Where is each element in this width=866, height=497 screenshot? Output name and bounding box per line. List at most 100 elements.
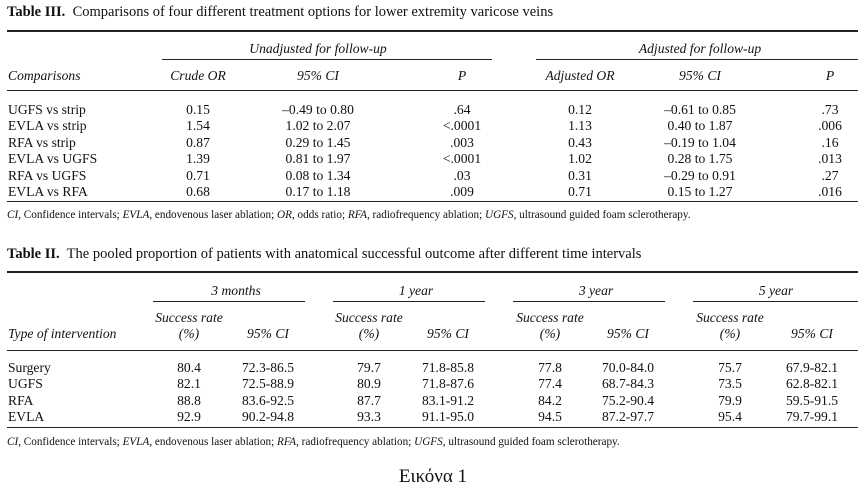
table3-cell: 0.17 to 1.18: [285, 184, 351, 199]
table2-cell-ci: 79.7-99.1: [785, 408, 839, 424]
table2-bottom-rule: [7, 427, 858, 428]
table3-header-2: 95% CI: [297, 68, 339, 83]
table2-subheader-ci: 95% CI: [427, 326, 469, 341]
table2-cell-ci: 70.0-84.0: [601, 360, 655, 375]
table2-cell-success: 77.4: [538, 376, 562, 392]
table2-top-rule: [7, 271, 858, 273]
table3-cell: 0.12: [568, 102, 592, 117]
table2-cell-success: 82.1: [177, 376, 201, 392]
table3-cell: <.0001: [442, 118, 482, 134]
table3.footnote-abbr: RFA: [347, 209, 367, 221]
table2-group-2: 3 year: [578, 283, 614, 298]
table3-cell: 0.43: [568, 134, 592, 150]
table3-caption-text: Comparisons of four different treatment …: [72, 4, 554, 20]
table3-group-unadjusted: Unadjusted for follow-up: [249, 41, 387, 56]
table2-subheader-success-unit: (%): [539, 326, 561, 341]
table2-cell-success: 77.8: [538, 360, 562, 375]
table3-cell: .27: [821, 167, 839, 183]
table2-group-rule: [333, 301, 485, 302]
table2-cell-success: 79.7: [357, 360, 381, 375]
table2-caption-text: The pooled proportion of patients with a…: [66, 246, 642, 262]
table2-subheader-success: Success rate: [696, 310, 764, 325]
table3-cell: RFA vs UGFS: [8, 167, 87, 183]
table2-group-3: 5 year: [758, 283, 794, 298]
table3.footnote-def: , Confidence intervals;: [18, 209, 123, 221]
table2.footnote-def: , ultrasound guided foam sclerotherapy.: [442, 436, 620, 448]
table2-group-rule: [513, 301, 665, 302]
table2-caption: Table II. The pooled proportion of patie…: [7, 246, 641, 263]
table2-cell-success: 75.7: [718, 360, 742, 375]
table2-subheader-ci: 95% CI: [791, 326, 833, 341]
table2-cell-success: 92.9: [177, 408, 201, 424]
table3-cell: 1.02: [568, 151, 592, 167]
table2-header-rule: [7, 350, 858, 351]
table3-cell: .73: [821, 102, 839, 117]
figure-caption: Εικόνα 1: [398, 466, 468, 487]
table2-cell-ci: 67.9-82.1: [785, 360, 839, 375]
table3-header-4: Adjusted OR: [545, 68, 615, 83]
table3-bottom-rule: [7, 201, 858, 202]
table3-cell: 1.13: [568, 118, 592, 134]
table2.footnote-def: , Confidence intervals;: [18, 436, 123, 448]
table3-cell: UGFS vs strip: [8, 102, 86, 117]
table2.footnote-abbr: EVLA: [122, 436, 150, 448]
table3-cell: 1.02 to 2.07: [285, 118, 351, 134]
table3.footnote-abbr: UGFS: [484, 209, 514, 221]
table3-footnote: CI, Confidence intervals; EVLA, endoveno…: [7, 209, 691, 221]
table2-cell-ci: 90.2-94.8: [241, 408, 295, 424]
table3-cell: 0.68: [186, 184, 210, 199]
table3-cell: 0.29 to 1.45: [285, 134, 351, 150]
table2-cell-ci: 59.5-91.5: [785, 392, 839, 408]
table2-subheader-ci: 95% CI: [247, 326, 289, 341]
table3-cell: 0.15: [186, 102, 210, 117]
table2-header-intervention: Type of intervention: [8, 326, 117, 341]
table2-cell-ci: 87.2-97.7: [601, 408, 655, 424]
table2-cell-ci: 75.2-90.4: [601, 392, 655, 408]
table2-subheader-success: Success rate: [335, 310, 403, 325]
table2-cell-ci: 71.8-85.8: [421, 360, 475, 375]
table3-caption: Table III. Comparisons of four different…: [7, 4, 553, 21]
table2-cell-intervention: RFA: [8, 392, 34, 408]
table2-subheader-success-unit: (%): [178, 326, 200, 341]
table3-group-adjusted: Adjusted for follow-up: [638, 41, 762, 56]
table3.footnote-abbr: CI: [7, 209, 19, 221]
table2.footnote-def: , endovenous laser ablation;: [149, 436, 278, 448]
table3-cell: .64: [453, 102, 471, 117]
table2-subheader-success-unit: (%): [719, 326, 741, 341]
table2-cell-ci: 72.5-88.9: [241, 376, 295, 392]
table2-group-rule: [153, 301, 305, 302]
table3-header-5: 95% CI: [679, 68, 721, 83]
table3-header-0: Comparisons: [8, 68, 81, 83]
table3-cell: .006: [818, 118, 842, 134]
table2-cell-success: 73.5: [718, 376, 742, 392]
table3-header-6: P: [825, 68, 835, 83]
table2-cell-ci: 83.6-92.5: [241, 392, 295, 408]
table3-cell: –0.19 to 1.04: [664, 134, 736, 150]
table2.footnote-abbr: RFA: [277, 436, 297, 448]
table2-cell-intervention: EVLA: [8, 408, 45, 424]
table3.footnote-def: , radiofrequency ablation;: [366, 209, 485, 221]
table3-cell: 0.71: [568, 184, 592, 199]
table2-cell-success: 80.9: [357, 376, 381, 392]
table2-cell-success: 79.9: [718, 392, 742, 408]
table2-cell-intervention: Surgery: [8, 360, 51, 375]
table3-cell: .03: [453, 167, 471, 183]
table3-group-rule-unadjusted: [162, 59, 492, 60]
table2-cell-success: 80.4: [177, 360, 201, 375]
table2-footnote: CI, Confidence intervals; EVLA, endoveno…: [7, 436, 620, 448]
table3.footnote-abbr: EVLA: [122, 209, 150, 221]
table2-cell-success: 87.7: [357, 392, 381, 408]
table2-caption-label: Table II.: [7, 246, 60, 262]
table3-cell: 0.28 to 1.75: [667, 151, 733, 167]
table3-cell: EVLA vs UGFS: [8, 151, 98, 167]
table2-cell-success: 93.3: [357, 408, 381, 424]
table3-cell: 0.08 to 1.34: [285, 167, 351, 183]
table2-cell-ci: 83.1-91.2: [421, 392, 475, 408]
table2-cell-ci: 71.8-87.6: [421, 376, 475, 392]
table3.footnote-def: , ultrasound guided foam sclerotherapy.: [513, 209, 691, 221]
table3-cell: 0.40 to 1.87: [667, 118, 733, 134]
table3-cell: EVLA vs RFA: [8, 184, 88, 199]
table2-cell-intervention: UGFS: [8, 376, 43, 392]
table3-cell: 0.87: [186, 134, 210, 150]
table3-cell: 0.71: [186, 167, 210, 183]
